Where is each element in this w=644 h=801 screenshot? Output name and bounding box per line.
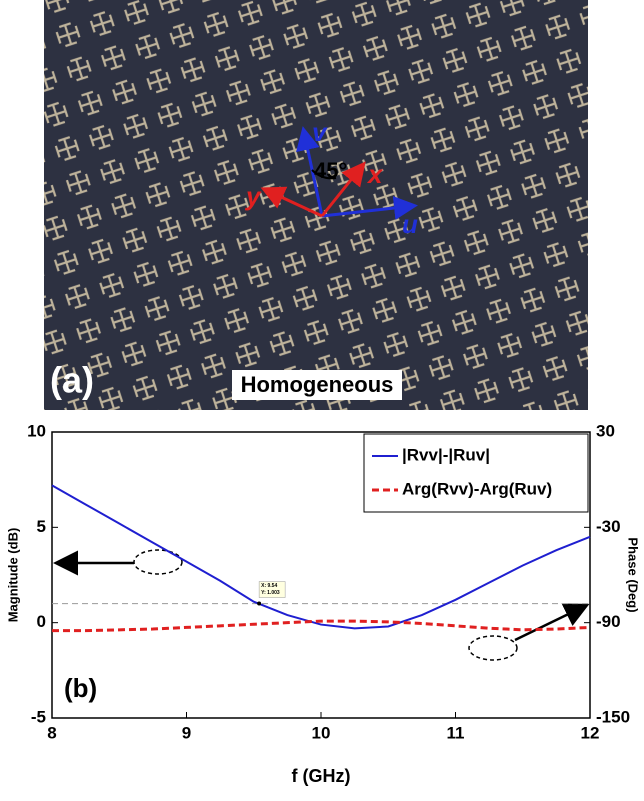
x-tick-label: 8 bbox=[47, 723, 56, 742]
x-axis-title: f (GHz) bbox=[292, 766, 351, 786]
arrow bbox=[514, 603, 590, 642]
y-axis-title: Magnitude (dB) bbox=[5, 528, 20, 623]
x-tick-label: 11 bbox=[447, 723, 465, 742]
u-arrow bbox=[321, 196, 418, 220]
v-arrow bbox=[296, 126, 324, 217]
datatip-label: Y: 1.003 bbox=[261, 590, 280, 596]
legend-label: Arg(Rvv)-Arg(Ruv) bbox=[402, 479, 552, 498]
datatip-box bbox=[258, 581, 286, 598]
y-tick-label: 5 bbox=[37, 517, 46, 536]
series-line bbox=[51, 484, 591, 630]
y-tick-label: 0 bbox=[37, 612, 46, 631]
legend-label: |Rvv|-|Ruv| bbox=[402, 445, 490, 464]
datatip-point bbox=[257, 601, 262, 606]
x-tick-label: 12 bbox=[581, 723, 600, 742]
y-tick-label: -5 bbox=[31, 707, 46, 726]
x-tick-label: 10 bbox=[312, 723, 331, 742]
x-tick-label: 9 bbox=[182, 723, 191, 742]
angle-arc bbox=[311, 169, 337, 180]
axis-label: x bbox=[366, 159, 384, 189]
x-arrow bbox=[320, 161, 366, 217]
y2-tick-label: -150 bbox=[596, 707, 630, 726]
caption-box bbox=[232, 370, 402, 400]
legend bbox=[363, 433, 589, 513]
y-tick-label: 10 bbox=[27, 421, 46, 440]
y-arrow bbox=[260, 186, 323, 218]
photo-shade bbox=[44, 0, 588, 410]
panel-label: (b) bbox=[64, 673, 97, 703]
annotations bbox=[53, 549, 590, 661]
y2-tick-label: -30 bbox=[596, 517, 621, 536]
caption: Homogeneous bbox=[241, 372, 394, 397]
series-line bbox=[52, 619, 591, 633]
datatip-label: X: 9.54 bbox=[261, 583, 277, 589]
axes-overlay bbox=[260, 126, 418, 220]
axis-label: u bbox=[402, 209, 418, 239]
angle-label: 45° bbox=[314, 158, 347, 183]
axis-label: y bbox=[244, 181, 262, 211]
y2-tick-label: -90 bbox=[596, 612, 621, 631]
y2-axis-title: Phase (Deg) bbox=[626, 537, 641, 612]
photo bbox=[44, 0, 588, 410]
ellipse bbox=[468, 635, 518, 661]
axis-label: v bbox=[312, 117, 328, 147]
y2-tick-label: 30 bbox=[596, 421, 615, 440]
panel-label: (a) bbox=[50, 360, 94, 401]
